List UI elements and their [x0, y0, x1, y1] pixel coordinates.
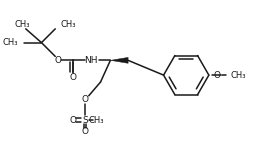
Text: O: O	[81, 95, 88, 104]
Text: NH: NH	[84, 56, 98, 65]
Text: O: O	[81, 127, 88, 136]
Polygon shape	[110, 57, 128, 63]
Text: O: O	[69, 116, 77, 125]
Text: O: O	[213, 71, 220, 80]
Text: O: O	[69, 73, 77, 82]
Text: CH₃: CH₃	[14, 20, 29, 29]
Text: CH₃: CH₃	[230, 71, 246, 80]
Text: CH₃: CH₃	[89, 116, 104, 125]
Text: CH₃: CH₃	[60, 20, 76, 29]
Text: CH₃: CH₃	[2, 38, 18, 47]
Text: O: O	[55, 56, 62, 65]
Text: S: S	[82, 116, 88, 125]
